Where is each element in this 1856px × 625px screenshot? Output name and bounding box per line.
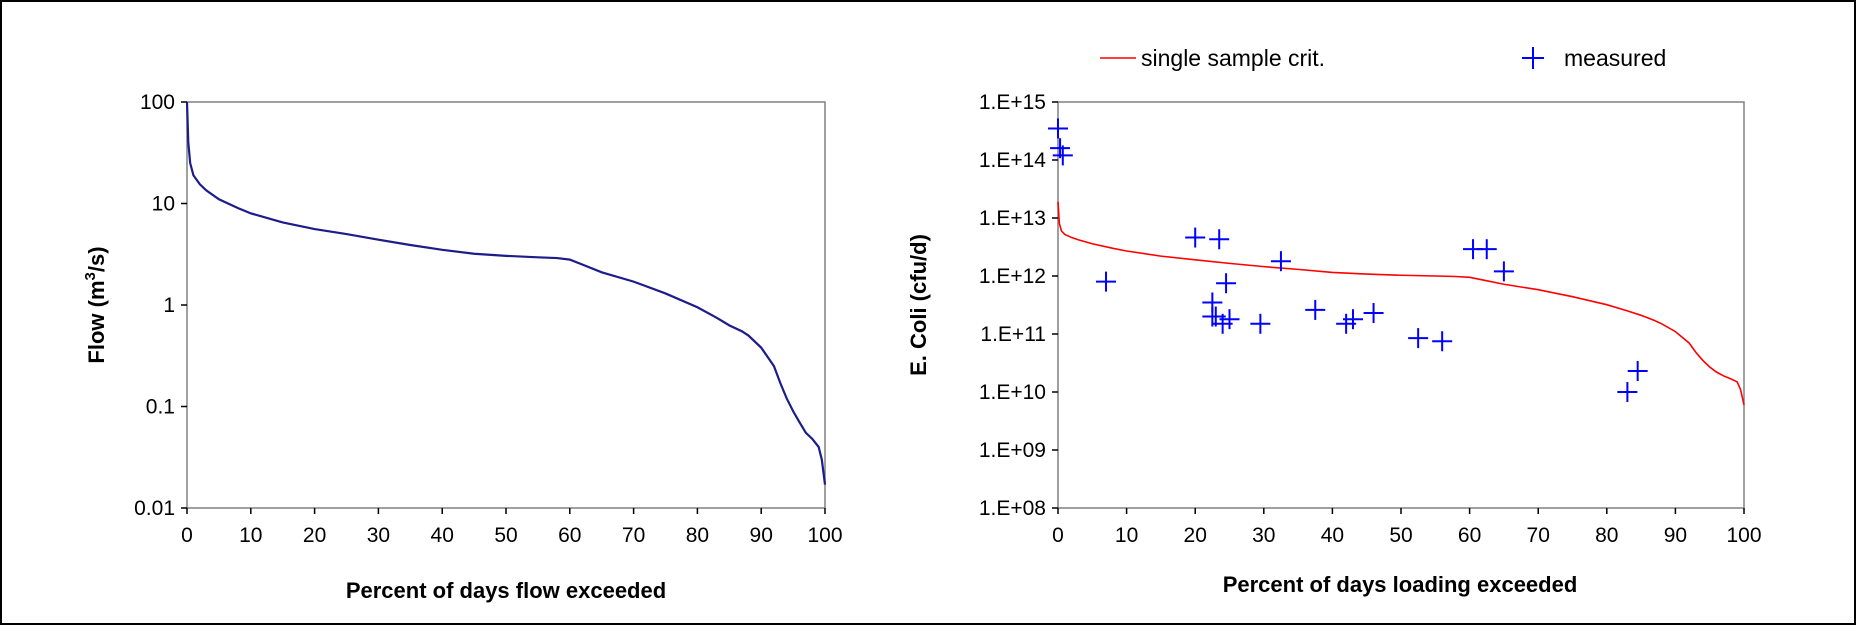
load-x-axis-title: Percent of days loading exceeded: [1223, 572, 1578, 597]
load-x-tick-label: 50: [1389, 524, 1412, 547]
flow-y-axis: 100 10 1 0.1 0.01: [134, 91, 187, 520]
flow-y-axis-title-sup: 3: [82, 272, 99, 280]
flow-x-tick-label: 0: [181, 524, 193, 547]
load-x-tick-label: 0: [1052, 524, 1064, 547]
measured-point: [1270, 251, 1291, 272]
load-y-tick-label: 1.E+09: [979, 439, 1046, 462]
measured-point: [1202, 306, 1223, 327]
measured-points: [1048, 118, 1648, 402]
load-y-tick-label: 1.E+13: [979, 207, 1046, 230]
flow-y-tick-label: 100: [140, 91, 175, 114]
measured-point: [1617, 382, 1638, 402]
load-x-tick-label: 30: [1252, 524, 1275, 547]
measured-point: [1363, 303, 1384, 324]
load-x-axis: 0 10 20 30 40 50 60 70 80 90 100: [1052, 508, 1762, 547]
flow-duration-line: [185, 101, 827, 485]
measured-point: [1209, 229, 1230, 250]
load-x-tick-label: 100: [1726, 524, 1761, 547]
flow-plot-area: [186, 101, 826, 509]
load-y-tick-label: 1.E+08: [979, 497, 1046, 520]
load-y-tick-label: 1.E+10: [979, 381, 1046, 404]
flow-x-axis-title: Percent of days flow exceeded: [346, 578, 666, 603]
load-x-tick-label: 40: [1321, 524, 1344, 547]
criterion-line: [1057, 201, 1745, 406]
flow-y-tick-label: 10: [152, 193, 175, 216]
flow-x-tick-label: 60: [558, 524, 581, 547]
measured-point: [1216, 273, 1237, 294]
load-x-tick-label: 80: [1595, 524, 1618, 547]
flow-x-tick-label: 20: [303, 524, 326, 547]
flow-duration-chart: 100 10 1 0.1 0.01 0 10 20 30 40 50 60 70 80 90 100 Per…: [82, 91, 843, 603]
measured-point: [1305, 299, 1326, 320]
measured-point: [1185, 227, 1206, 248]
flow-x-tick-label: 50: [494, 524, 517, 547]
load-y-tick-label: 1.E+11: [980, 323, 1046, 346]
measured-point: [1627, 361, 1648, 382]
measured-point: [1250, 313, 1271, 334]
load-x-tick-label: 70: [1527, 524, 1550, 547]
load-y-tick-label: 1.E+14: [979, 149, 1046, 172]
load-x-tick-label: 60: [1458, 524, 1481, 547]
load-x-tick-label: 90: [1664, 524, 1687, 547]
flow-x-tick-label: 100: [807, 524, 842, 547]
measured-point: [1219, 309, 1240, 330]
flow-x-tick-label: 30: [367, 524, 390, 547]
flow-y-axis-title-tail: /s): [84, 246, 109, 272]
legend-criterion-label: single sample crit.: [1141, 45, 1325, 71]
flow-y-tick-label: 0.01: [134, 497, 175, 520]
flow-x-axis: 0 10 20 30 40 50 60 70 80 90 100: [181, 508, 843, 547]
flow-x-tick-label: 70: [622, 524, 645, 547]
load-y-axis-title: E. Coli (cfu/d): [906, 234, 931, 376]
load-y-tick-label: 1.E+15: [979, 91, 1046, 114]
load-x-tick-label: 20: [1184, 524, 1207, 547]
measured-point: [1096, 271, 1117, 292]
legend-measured-label: measured: [1564, 45, 1666, 71]
flow-y-tick-label: 1: [163, 294, 175, 317]
flow-x-tick-label: 10: [239, 524, 262, 547]
flow-y-axis-title: Flow (m3/s): [82, 246, 109, 363]
flow-x-tick-label: 90: [750, 524, 773, 547]
load-y-tick-label: 1.E+12: [979, 265, 1046, 288]
measured-point: [1476, 239, 1497, 260]
measured-point: [1052, 145, 1073, 166]
flow-x-tick-label: 40: [431, 524, 454, 547]
flow-y-axis-title-main: Flow (m: [84, 280, 109, 363]
measured-point: [1432, 331, 1453, 352]
flow-y-tick-label: 0.1: [146, 396, 175, 419]
load-x-tick-label: 10: [1115, 524, 1138, 547]
measured-point: [1493, 261, 1514, 282]
load-y-axis: 1.E+15 1.E+14 1.E+13 1.E+12 1.E+11 1.E+10 1.E+…: [979, 91, 1058, 520]
measured-point: [1048, 118, 1068, 139]
flow-x-tick-label: 80: [686, 524, 709, 547]
measured-point: [1408, 328, 1429, 349]
load-plot-area: [1057, 101, 1745, 509]
measured-point: [1342, 309, 1363, 330]
legend: single sample crit. measured: [1100, 45, 1666, 71]
load-duration-chart: 1.E+15 1.E+14 1.E+13 1.E+12 1.E+11 1.E+10 1.E+…: [906, 45, 1762, 597]
legend-measured-marker: [1522, 47, 1544, 69]
